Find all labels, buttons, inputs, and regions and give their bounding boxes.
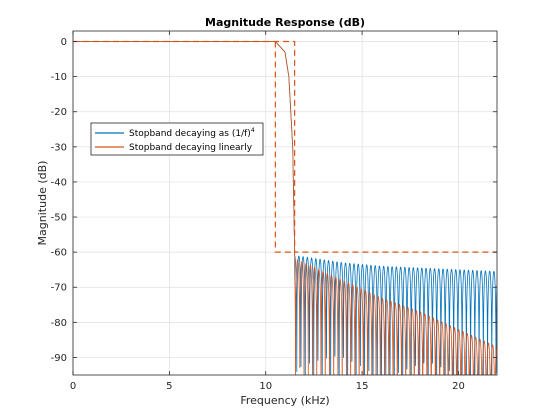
- x-axis-label: Frequency (kHz): [240, 394, 329, 407]
- legend-label-series-2: Stopband decaying linearly: [129, 143, 253, 153]
- plot-area: [73, 31, 497, 375]
- chart-title: Magnitude Response (dB): [205, 16, 365, 29]
- x-tick-label: 0: [70, 381, 76, 392]
- spec-mask-upper: [73, 40, 497, 253]
- legend-label-series-1: Stopband decaying as (1/f)4: [129, 127, 255, 139]
- x-tick-label: 10: [259, 381, 272, 392]
- y-tick-label: -10: [51, 72, 67, 83]
- x-tick-label: 20: [452, 381, 465, 392]
- y-tick-label: -30: [51, 142, 67, 153]
- spec-mask-lower: [274, 41, 295, 253]
- legend: Stopband decaying as (1/f)4 Stopband dec…: [90, 122, 264, 156]
- y-tick-label: -90: [51, 353, 67, 364]
- axes-box: [72, 30, 498, 376]
- y-tick-label: -70: [51, 283, 67, 294]
- y-tick-label: -60: [51, 248, 67, 259]
- series-line-stopband-decaying-linearly: [73, 41, 497, 375]
- y-tick-label: 0: [61, 37, 67, 48]
- y-tick-label: -80: [51, 318, 67, 329]
- data-layer: [73, 40, 497, 375]
- y-tick-label: -50: [51, 213, 67, 224]
- x-tick-label: 5: [166, 381, 172, 392]
- legend-box: [90, 122, 264, 156]
- ticks: 0 5 10 15 20 0 -10 -20 -30 -40 -50 -60 -70 -80 -90: [51, 31, 497, 392]
- x-tick-label: 15: [356, 381, 369, 392]
- y-axis-label: Magnitude (dB): [36, 161, 49, 246]
- y-tick-label: -40: [51, 177, 67, 188]
- y-tick-label: -20: [51, 107, 67, 118]
- series-line-stopband-decaying-as-1-over-f4: [73, 41, 497, 375]
